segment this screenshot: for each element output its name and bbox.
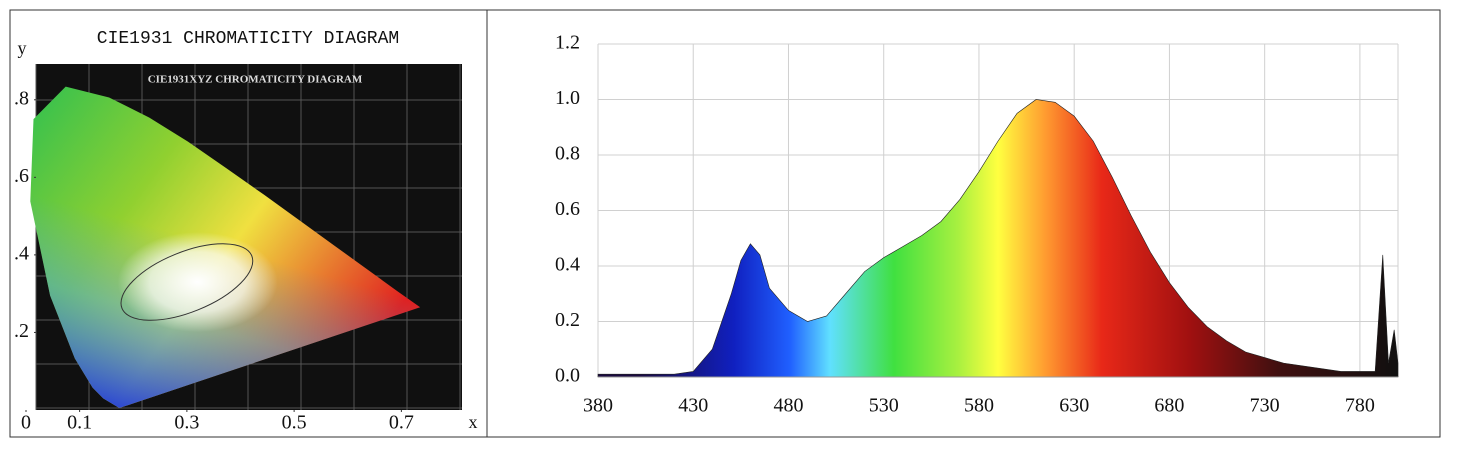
y-tick-label: 1.2 (555, 32, 580, 54)
y-axis-label: y (18, 38, 27, 58)
x-tick-label: 730 (1250, 395, 1280, 417)
planckian-region (120, 243, 254, 321)
y-tick-label: .2 (14, 320, 29, 342)
x-tick-label: 0.3 (174, 412, 199, 434)
y-tick-label: 0.0 (555, 365, 580, 387)
y-tick-label: .4 (14, 242, 29, 264)
x-tick-label: 680 (1154, 395, 1184, 417)
white-region (117, 232, 278, 333)
x-tick-label: 0.7 (389, 412, 414, 434)
x-tick-label: 0 (21, 412, 31, 434)
x-tick-label: 530 (869, 395, 899, 417)
y-tick-label: .6 (14, 165, 29, 187)
cie-panel: CIE1931 CHROMATICITY DIAGRAM CIE1931XYZ C… (14, 29, 478, 434)
inner-title: CIE1931XYZ CHROMATICITY DIAGRAM (148, 74, 363, 86)
y-tick-label: 0.2 (555, 309, 580, 331)
spectrum-panel: 0.0 0.2 0.4 0.6 0.8 1.0 1.2 380 430 480 530 580 630 6… (555, 32, 1399, 417)
x-axis-label: x (469, 412, 478, 432)
x-tick-label: 0.5 (282, 412, 307, 434)
x-tick-label: 380 (583, 395, 613, 417)
x-tick-label: 430 (678, 395, 708, 417)
y-tick-label: .8 (14, 87, 29, 109)
y-tick-label: 0.6 (555, 198, 580, 220)
y-tick-label: 1.0 (555, 87, 580, 109)
y-tick-label: 0.4 (555, 254, 580, 276)
x-tick-label: 0.1 (67, 412, 92, 434)
y-tick-label: 0.8 (555, 143, 580, 165)
x-tick-label: 480 (773, 395, 803, 417)
frame (9, 9, 1441, 438)
x-tick-label: 630 (1059, 395, 1089, 417)
x-tick-label: 780 (1345, 395, 1375, 417)
x-tick-label: 580 (964, 395, 994, 417)
chart-title: CIE1931 CHROMATICITY DIAGRAM (97, 29, 399, 49)
spectrum-area (597, 99, 1399, 378)
